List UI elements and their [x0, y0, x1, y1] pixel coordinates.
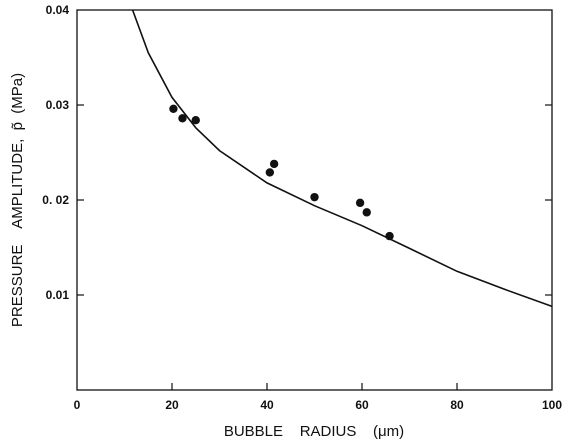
x-tick-label: 100 [542, 398, 562, 412]
x-tick-label: 20 [165, 398, 179, 412]
data-point [310, 192, 319, 202]
y-tick-label: 0.01 [46, 288, 70, 302]
x-tick-label: 60 [355, 398, 369, 412]
x-tick-label: 0 [74, 398, 81, 412]
series-layer [131, 9, 553, 308]
data-point [265, 168, 275, 177]
x-tick-label: 40 [260, 398, 274, 412]
data-point [362, 208, 371, 217]
y-tick-label: 0. 02 [42, 193, 69, 207]
x-tick-label: 80 [450, 398, 464, 412]
x-axis-title: BUBBLE RADIUS (μm) [224, 423, 404, 440]
data-point [269, 159, 279, 169]
y-axis-ticks: 0.01 0. 02 0.03 0.04 [42, 3, 552, 302]
data-point [169, 104, 178, 114]
x-axis-ticks: 0 20 40 60 80 100 [74, 383, 562, 412]
y-tick-label: 0.03 [46, 98, 70, 112]
theory-curve [131, 9, 553, 308]
data-point [191, 116, 200, 125]
y-tick-label: 0.04 [46, 3, 70, 17]
data-point [355, 198, 365, 208]
y-axis-title: PRESSURE AMPLITUDE, p̃ (MPa) [9, 73, 26, 327]
data-point [178, 114, 187, 123]
